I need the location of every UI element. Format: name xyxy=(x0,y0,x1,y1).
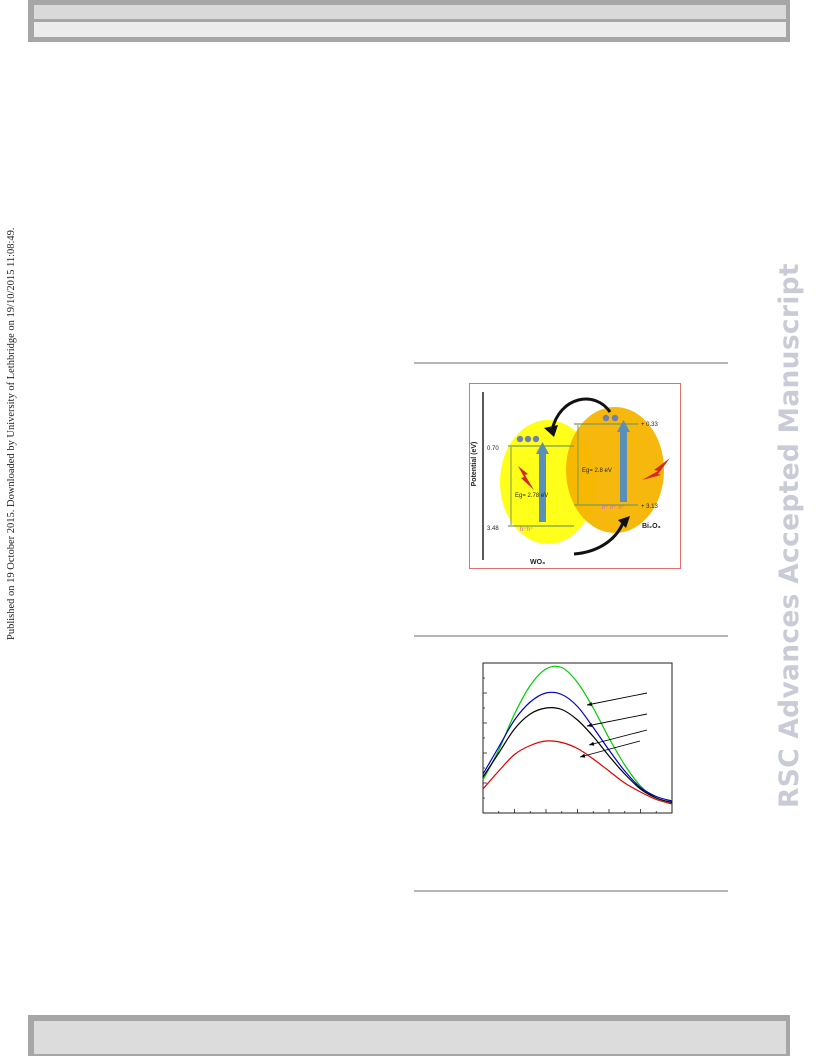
bi-cb-value: + 0.33 xyxy=(641,422,659,428)
figure-rule-1 xyxy=(414,362,728,364)
header-band-bottom xyxy=(34,22,786,37)
electron-icon xyxy=(611,414,619,422)
electron-icon xyxy=(524,435,532,443)
bi2o3-label: Bi₂O₃ xyxy=(642,523,661,530)
series-line-3 xyxy=(482,707,673,804)
series-line-4 xyxy=(482,740,673,805)
figure-rule-2 xyxy=(414,635,728,637)
bi-excitation-arrow xyxy=(620,430,627,502)
label-pointer-2 xyxy=(586,713,648,727)
header-band-top xyxy=(34,5,786,19)
wo3-cb-value: 0.70 xyxy=(487,446,499,452)
figure-rule-3 xyxy=(414,890,728,892)
accepted-manuscript-watermark: RSC Advances Accepted Manuscript xyxy=(774,263,805,808)
label-pointer-1 xyxy=(586,692,648,706)
band-structure-scheme: Potential (eV) h⁺h⁺ h⁺ h⁺ h⁺ 0.70 3.48 E… xyxy=(469,383,681,569)
series-line-1 xyxy=(482,665,673,804)
electron-icon xyxy=(532,435,540,443)
bi-vb-value: + 3.13 xyxy=(641,504,659,510)
wo3-vb-value: 3.48 xyxy=(487,526,499,532)
electron-transfer-arrow xyxy=(550,397,612,431)
wo3-label: WO₃ xyxy=(530,559,545,566)
label-pointer-head-3 xyxy=(589,741,595,746)
footer-band xyxy=(34,1021,786,1054)
publication-note: Published on 19 October 2015. Downloaded… xyxy=(6,227,17,640)
hole-icon: h⁺h⁺ xyxy=(520,526,533,533)
label-pointer-3 xyxy=(588,729,648,746)
series-line-2 xyxy=(482,691,673,802)
wo3-gap-value: Eg= 2.78 eV xyxy=(515,493,548,499)
spectrum-chart-svg xyxy=(482,662,673,814)
potential-axis-label: Potential (eV) xyxy=(471,442,478,487)
band-structure-svg: Potential (eV) h⁺h⁺ h⁺ h⁺ h⁺ 0.70 3.48 E… xyxy=(471,392,670,566)
label-pointer-head-1 xyxy=(587,702,593,706)
label-pointer-head-4 xyxy=(580,753,586,758)
label-pointer-4 xyxy=(579,740,641,758)
electron-icon xyxy=(516,435,524,443)
lightning-icon xyxy=(642,458,670,480)
spectrum-chart xyxy=(472,660,677,818)
bi2o3-ellipse xyxy=(566,407,664,533)
hole-transfer-arrow xyxy=(573,519,626,556)
bi-gap-value: Eg= 2.8 eV xyxy=(582,468,612,474)
label-pointer-head-2 xyxy=(587,723,593,727)
wo3-excitation-arrow xyxy=(539,452,546,522)
hole-icon: h⁺ h⁺ h⁺ xyxy=(602,504,625,511)
lightning-icon xyxy=(518,466,534,490)
electron-icon xyxy=(602,414,610,422)
